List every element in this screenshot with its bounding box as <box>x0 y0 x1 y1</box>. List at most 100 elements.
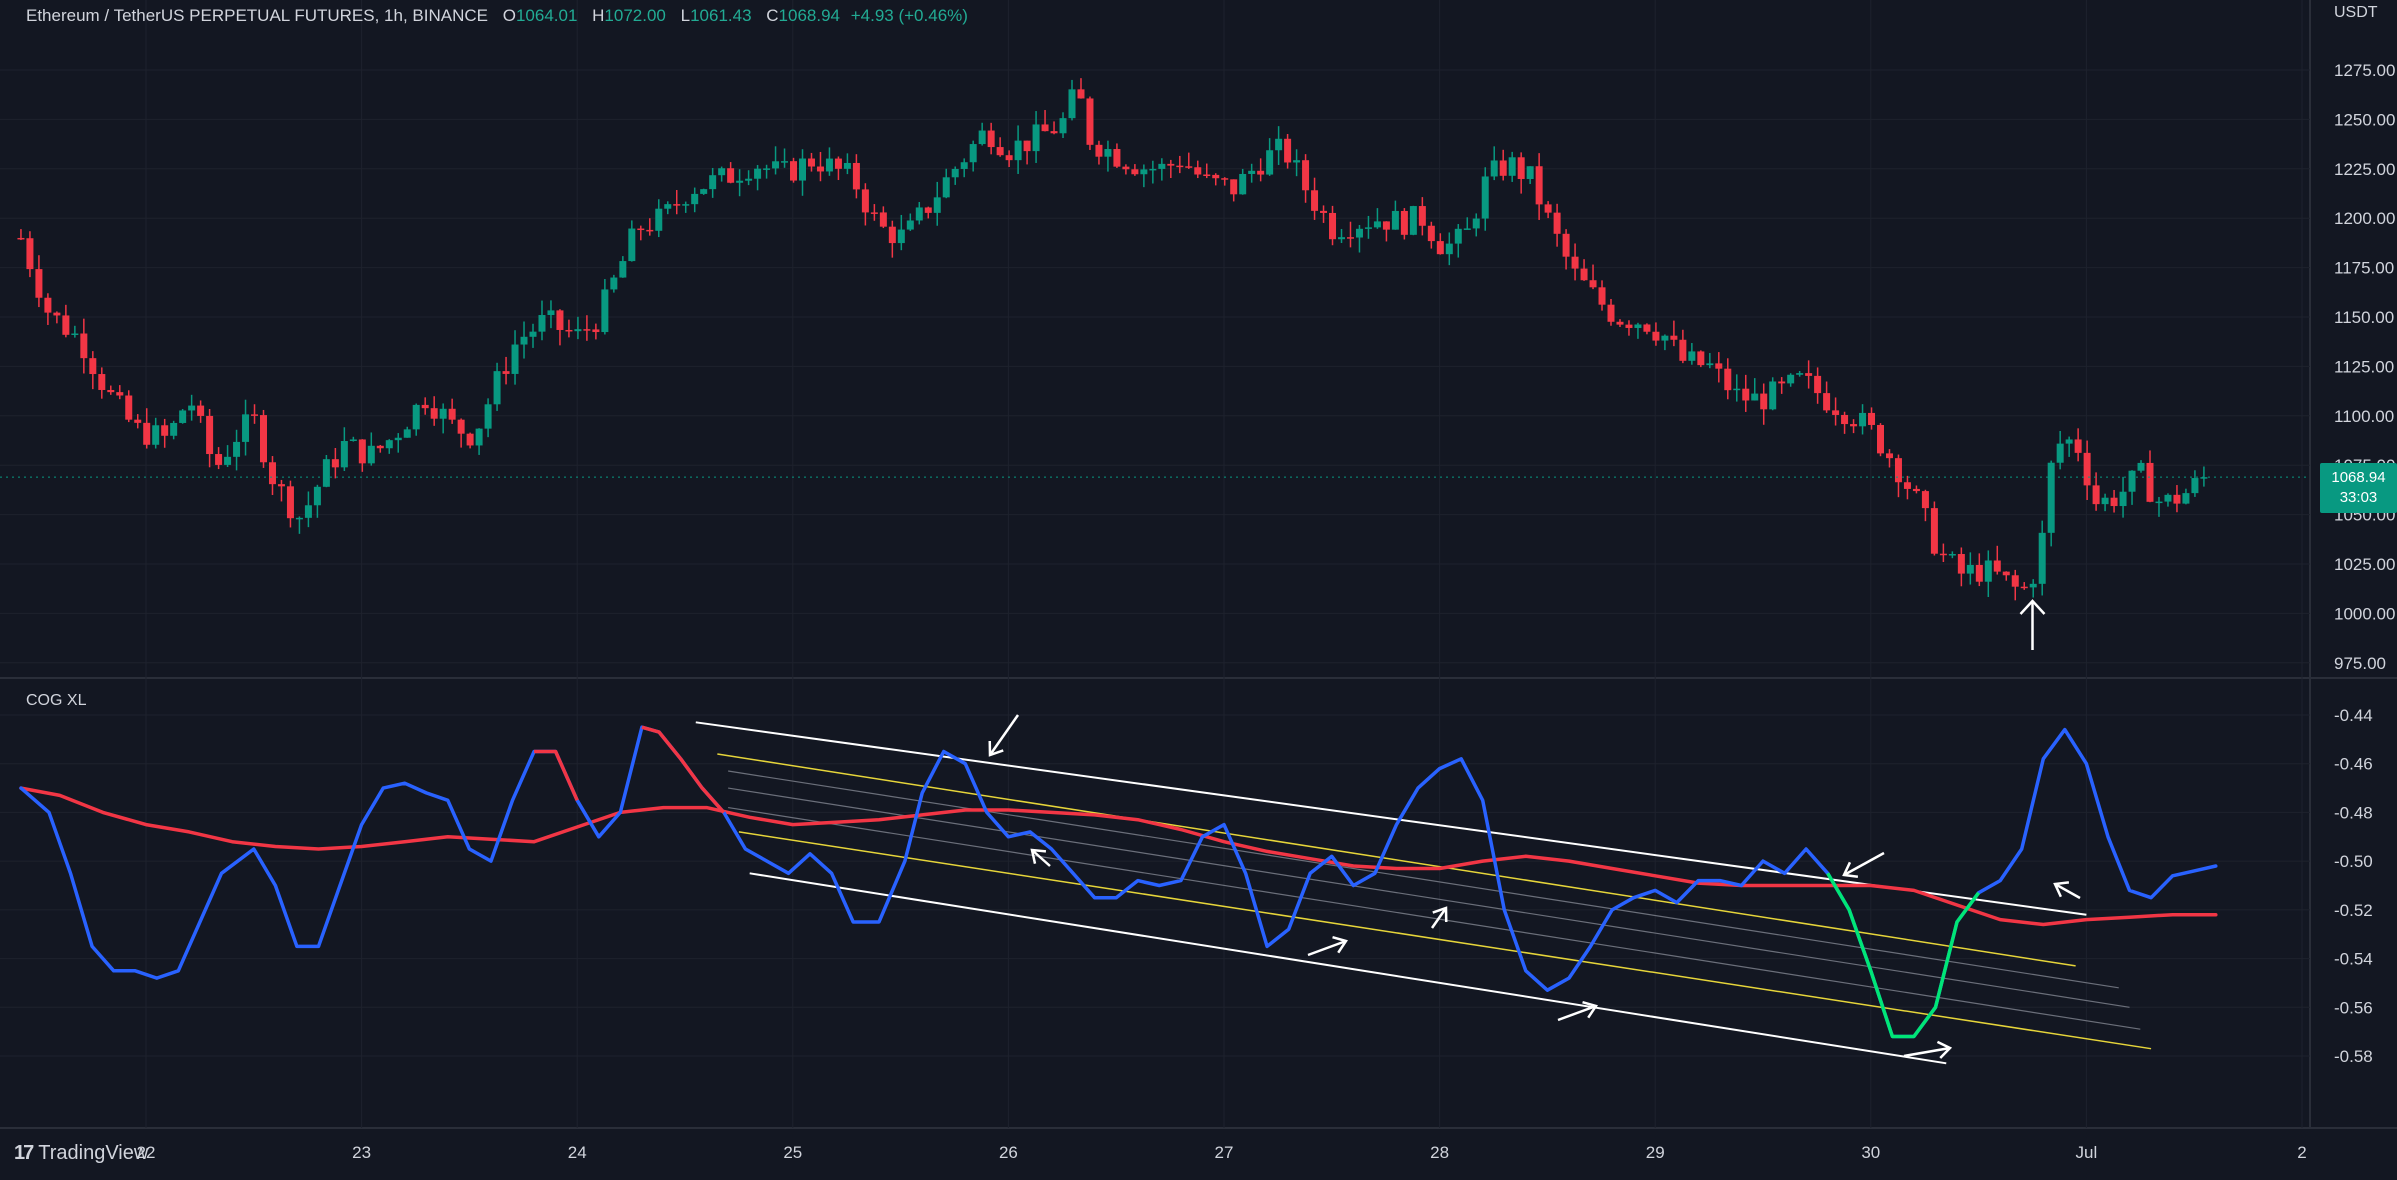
price-tick-label: 1000.00 <box>2334 604 2395 623</box>
indicator-tick-label: -0.46 <box>2334 755 2373 774</box>
candle-body <box>313 486 321 506</box>
candle-body <box>1598 287 1606 305</box>
candle-body <box>1311 190 1319 211</box>
candle-body <box>475 428 483 446</box>
candle-body <box>1490 160 1498 177</box>
annotation-arrow <box>988 714 1020 756</box>
candle-body <box>1769 381 1777 410</box>
candle-body <box>736 180 744 183</box>
candle-body <box>915 207 923 221</box>
channel-mid-line <box>728 787 2130 1008</box>
candle-body <box>1805 373 1813 376</box>
price-tick-label: 1175.00 <box>2334 259 2394 278</box>
candle-body <box>98 374 106 390</box>
candle-body <box>2038 532 2046 584</box>
candle-body <box>1697 351 1705 366</box>
annotation-arrow-head <box>988 740 1004 757</box>
price-tick-label: 1125.00 <box>2334 357 2394 376</box>
candle-body <box>1823 393 1831 411</box>
cog-red-segment <box>641 725 726 814</box>
currency-label: USDT <box>2334 4 2378 21</box>
indicator-tick-label: -0.48 <box>2334 803 2373 822</box>
candle-body <box>1894 458 1902 483</box>
candle-body <box>35 269 43 298</box>
candle-body <box>861 189 869 213</box>
high-label: H <box>592 6 605 25</box>
time-tick-label: 30 <box>1861 1143 1880 1162</box>
candle-body <box>268 462 276 485</box>
candle-body <box>1122 166 1130 170</box>
candle-body <box>1526 166 1534 180</box>
candle-body <box>906 220 914 230</box>
candle-body <box>1984 560 1992 582</box>
candle-body <box>2065 439 2073 444</box>
candle-body <box>107 389 115 393</box>
open-label: O <box>502 6 516 25</box>
time-tick-label: 25 <box>783 1143 802 1162</box>
cog-green-segment <box>1826 872 1981 1039</box>
annotation-arrow-head <box>1582 1000 1598 1019</box>
candle-body <box>1966 564 1974 574</box>
candle-body <box>1167 163 1175 166</box>
candle-body <box>53 312 61 316</box>
price-tick-label: 1150.00 <box>2334 308 2394 327</box>
indicator-title[interactable]: COG XL <box>26 692 87 709</box>
candle-body <box>538 315 546 332</box>
candle-body <box>2074 439 2082 453</box>
candle-body <box>1302 160 1310 191</box>
candle-body <box>466 433 474 446</box>
time-tick-label: 22 <box>137 1143 156 1162</box>
candle-body <box>834 158 842 169</box>
candle-body <box>933 197 941 213</box>
candle-body <box>1670 335 1678 340</box>
candle-body <box>295 517 303 520</box>
candle-body <box>1346 237 1354 239</box>
candle-body <box>969 144 977 163</box>
candle-body <box>1939 553 1947 556</box>
candle-body <box>1266 150 1274 175</box>
candle-body <box>2173 494 2181 504</box>
candle-body <box>385 440 393 449</box>
candle-body <box>799 158 807 181</box>
candle-body <box>924 207 932 213</box>
tradingview-footer[interactable]: 17 TradingView <box>14 1142 148 1165</box>
price-tick-label: 1225.00 <box>2334 160 2395 179</box>
indicator-tick-label: -0.50 <box>2334 852 2373 871</box>
candle-body <box>529 331 537 337</box>
candle-body <box>601 289 609 333</box>
candle-body <box>1194 167 1202 175</box>
candle-body <box>1715 363 1723 369</box>
candle-body <box>987 130 995 148</box>
candle-body <box>1877 424 1885 454</box>
channel-mid-line <box>728 806 2141 1030</box>
candle-body <box>1778 381 1786 384</box>
candle-body <box>1706 363 1714 366</box>
time-tick-label: 2 <box>2297 1143 2306 1162</box>
candle-body <box>161 425 169 436</box>
annotation-arrow <box>1557 1004 1597 1022</box>
candle-body <box>1391 210 1399 230</box>
candle-body <box>1553 212 1561 234</box>
candle-body <box>1508 157 1516 176</box>
cog-main-line <box>19 725 2218 1039</box>
candle-body <box>897 229 905 244</box>
candle-body <box>547 310 555 316</box>
candle-body <box>1427 225 1435 242</box>
channel-upper-line <box>695 721 2087 916</box>
candle-body <box>286 486 294 519</box>
channel-mid-line <box>728 770 2119 989</box>
candle-body <box>520 336 528 345</box>
candle-body <box>1993 560 2001 572</box>
candle-body <box>1176 165 1184 168</box>
candle-body <box>583 329 591 331</box>
candle-body <box>1463 228 1471 230</box>
candle-body <box>1930 508 1938 554</box>
candle-body <box>277 484 285 487</box>
candle-body <box>1445 243 1453 255</box>
candle-body <box>1903 482 1911 489</box>
candle-body <box>1948 554 1956 556</box>
candle-body <box>1571 256 1579 269</box>
indicator-tick-label: -0.52 <box>2334 901 2373 920</box>
price-tick-label: 1275.00 <box>2334 61 2395 80</box>
